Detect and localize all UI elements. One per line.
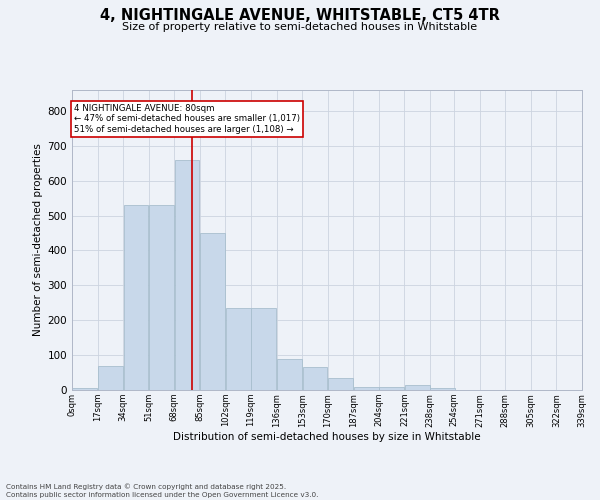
Bar	[226, 308, 251, 390]
Bar	[354, 386, 379, 390]
Bar	[405, 385, 430, 390]
Bar	[200, 233, 225, 390]
Bar	[379, 386, 404, 390]
Bar	[149, 205, 174, 390]
Bar	[251, 308, 276, 390]
Bar	[430, 388, 455, 390]
Text: Size of property relative to semi-detached houses in Whitstable: Size of property relative to semi-detach…	[122, 22, 478, 32]
Bar	[98, 366, 123, 390]
Text: Distribution of semi-detached houses by size in Whitstable: Distribution of semi-detached houses by …	[173, 432, 481, 442]
Bar	[328, 378, 353, 390]
Text: 4 NIGHTINGALE AVENUE: 80sqm
← 47% of semi-detached houses are smaller (1,017)
51: 4 NIGHTINGALE AVENUE: 80sqm ← 47% of sem…	[74, 104, 300, 134]
Bar	[302, 368, 328, 390]
Bar	[175, 160, 199, 390]
Bar	[277, 358, 302, 390]
Y-axis label: Number of semi-detached properties: Number of semi-detached properties	[34, 144, 43, 336]
Bar	[73, 388, 97, 390]
Text: Contains HM Land Registry data © Crown copyright and database right 2025.
Contai: Contains HM Land Registry data © Crown c…	[6, 484, 319, 498]
Bar	[124, 205, 148, 390]
Text: 4, NIGHTINGALE AVENUE, WHITSTABLE, CT5 4TR: 4, NIGHTINGALE AVENUE, WHITSTABLE, CT5 4…	[100, 8, 500, 22]
